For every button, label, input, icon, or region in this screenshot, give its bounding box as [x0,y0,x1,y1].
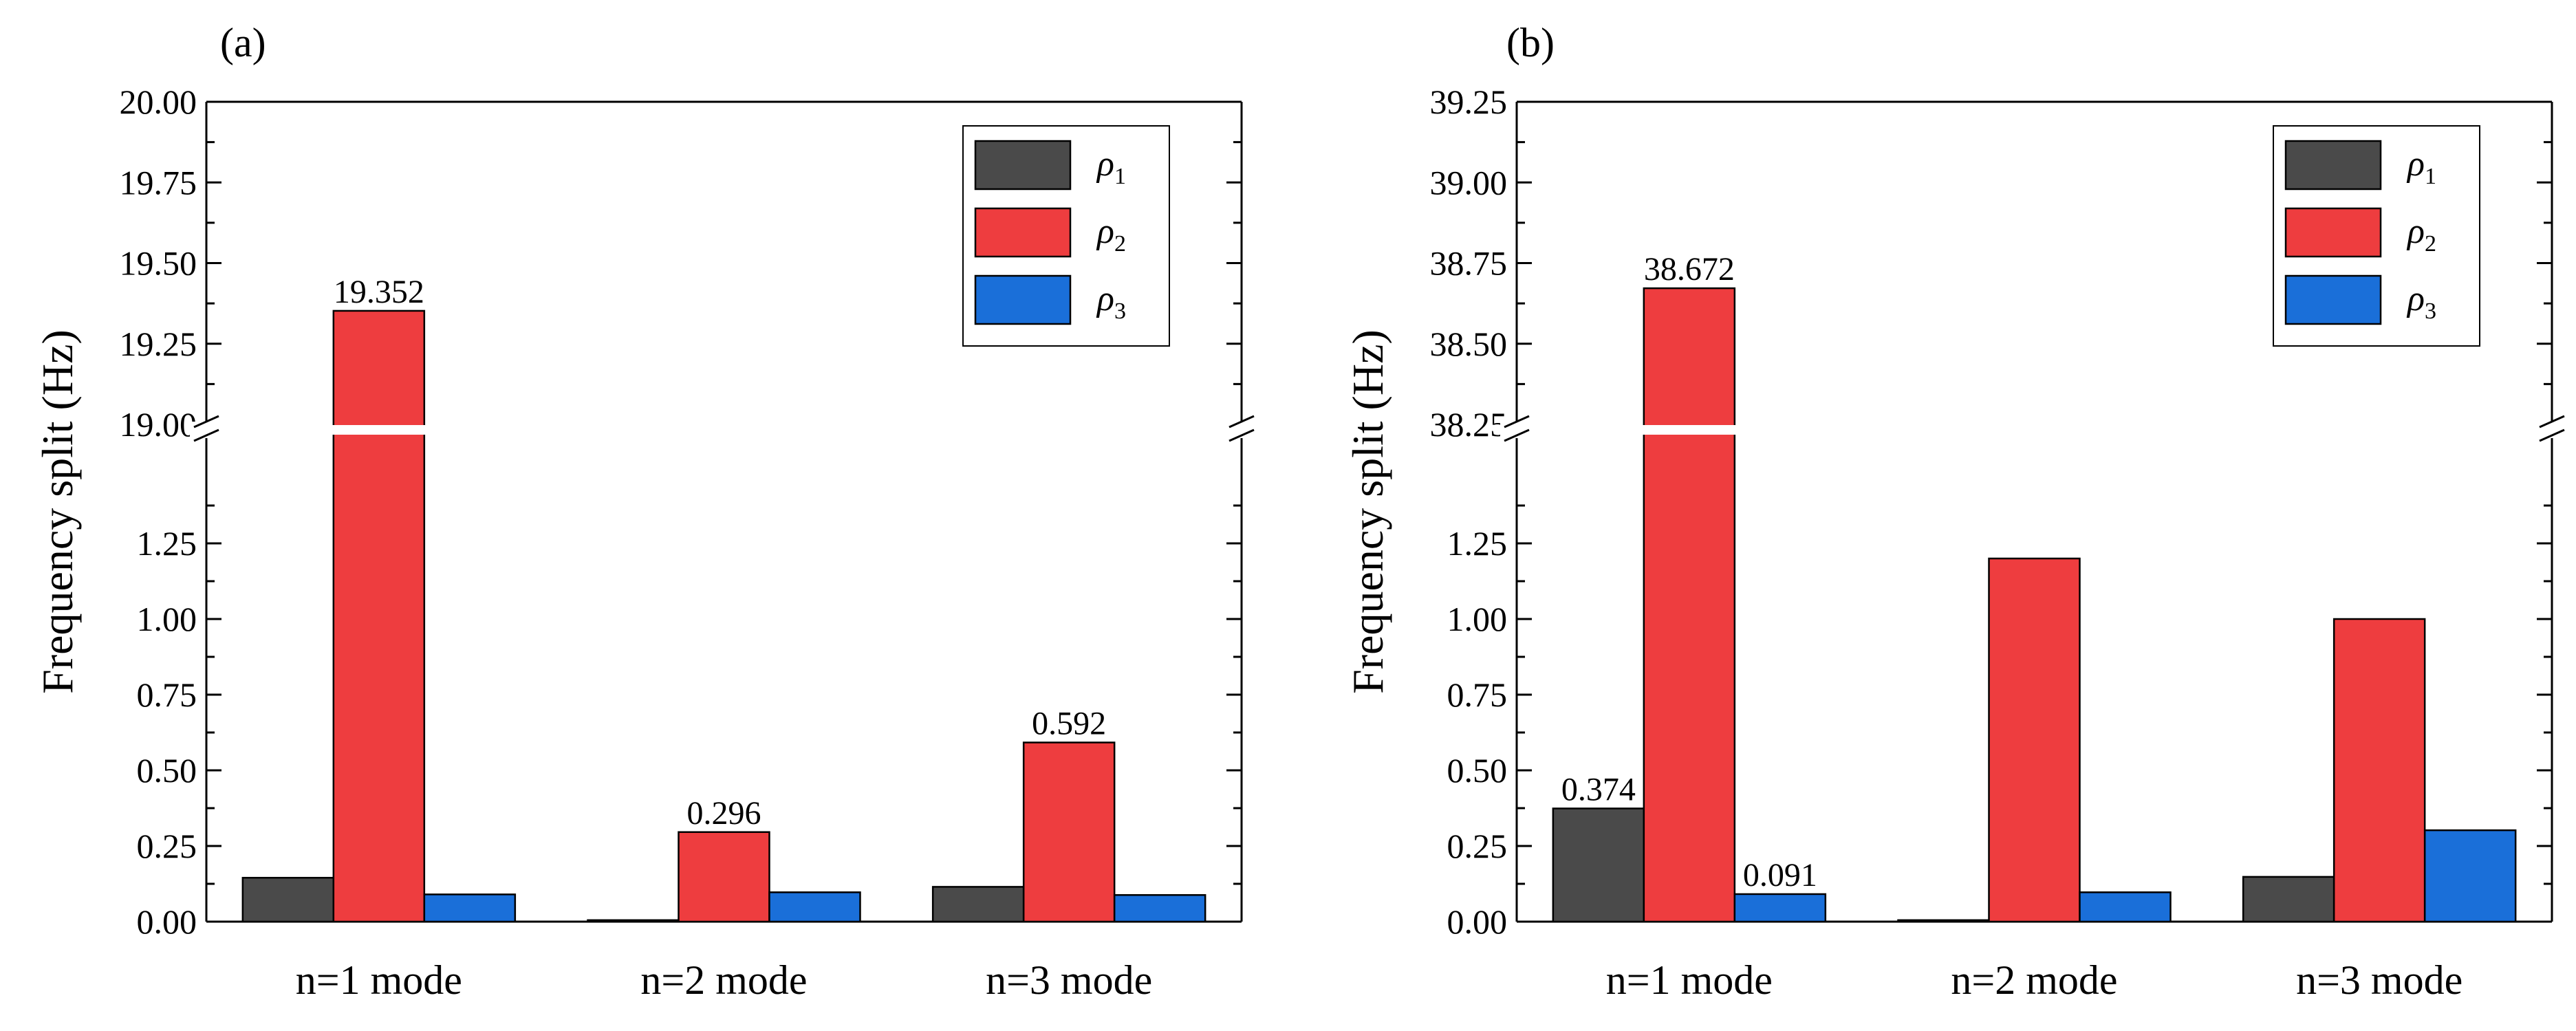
bar [2333,618,2426,923]
bar [241,876,335,923]
bar [423,893,517,923]
y-tick-label: 39.00 [1430,163,1508,202]
y-axis-label: Frequency split (Hz) [33,329,82,694]
bar-break-band [1641,425,1738,435]
legend-entry-label: ρ1 [2406,144,2436,189]
bar [1113,894,1206,923]
panel-label: (a) [220,20,266,65]
y-tick-label: 1.00 [137,600,197,638]
data-label: 0.296 [687,795,761,832]
bar [1988,557,2081,923]
legend: ρ1 ρ2 ρ3 [962,125,1170,347]
axis-break-mark [193,428,219,442]
y-tick-label: 19.25 [120,325,197,363]
bar [931,886,1025,923]
y-tick-label: 38.50 [1430,325,1508,363]
legend-entry-label: ρ3 [2406,279,2436,324]
bar [768,891,861,923]
bar [1643,287,1736,923]
y-tick-label: 39.25 [1430,83,1508,121]
y-tick-label: 19.50 [120,244,197,283]
y-tick-label: 0.25 [1447,827,1508,865]
y-tick-label: 1.00 [1447,600,1508,638]
axis-break-mark [1229,428,1255,442]
bar [1552,807,1645,923]
legend-swatch [2284,140,2382,191]
x-tick-label: n=1 mode [1606,957,1773,1003]
y-tick-label: 38.25 [1430,405,1508,444]
bar [1022,741,1116,923]
chart-panel-2: 0.00 0.25 0.50 0.75 1.00 1.25 38.25 38.50 38.75 3… [1343,20,2568,1003]
y-tick-label: 1.25 [1447,524,1508,563]
bar [332,310,426,923]
axis-break-mark [2539,415,2565,428]
data-label: 0.091 [1743,857,1817,893]
legend-entry-label: ρ3 [1096,279,1126,324]
axis-break-mark [193,415,219,428]
y-tick-label: 38.75 [1430,244,1508,283]
data-label: 0.592 [1032,706,1106,742]
bar [1733,893,1827,923]
y-tick-label: 0.50 [1447,751,1508,790]
y-tick-label: 19.75 [120,163,197,202]
y-tick-label: 0.75 [137,675,197,714]
axis-break-mark [1229,415,1255,428]
y-tick-label: 19.00 [120,405,197,444]
y-axis-label: Frequency split (Hz) [1343,329,1392,694]
y-tick-label: 1.25 [137,524,197,563]
x-tick-label: n=3 mode [986,957,1152,1003]
y-tick-label: 0.50 [137,751,197,790]
bar [2079,891,2172,923]
bar [2423,829,2517,923]
legend-entry-label: ρ2 [1096,212,1126,257]
x-tick-label: n=2 mode [1951,957,2117,1003]
bar [1897,919,1990,923]
axis-break-mark [2539,428,2565,442]
data-label: 0.374 [1561,771,1636,807]
data-label: 38.672 [1644,251,1735,287]
legend-swatch [974,274,1072,325]
x-tick-label: n=2 mode [640,957,807,1003]
legend-swatch [974,207,1072,258]
legend-entry-label: ρ1 [1096,144,1126,189]
bar [2242,876,2335,923]
legend-swatch [2284,274,2382,325]
y-tick-label: 0.75 [1447,675,1508,714]
legend-swatch [974,140,1072,191]
legend-entry-label: ρ2 [2406,212,2436,257]
chart-panel-1: 0.00 0.25 0.50 0.75 1.00 1.25 19.00 19.25 19.50 1… [33,20,1258,1003]
axis-break-mark [1504,415,1530,428]
axis-break-mark [1504,428,1530,442]
y-tick-label: 0.25 [137,827,197,865]
data-label: 19.352 [334,274,424,310]
bar [587,919,680,923]
bar [678,831,770,923]
bar-break-band [330,425,427,435]
x-tick-label: n=1 mode [296,957,462,1003]
y-tick-label: 20.00 [120,83,197,121]
x-tick-label: n=3 mode [2296,957,2463,1003]
legend: ρ1 ρ2 ρ3 [2273,125,2480,347]
panel-label: (b) [1506,20,1555,65]
y-tick-label: 0.00 [1447,902,1508,941]
y-tick-label: 0.00 [137,902,197,941]
legend-swatch [2284,207,2382,258]
